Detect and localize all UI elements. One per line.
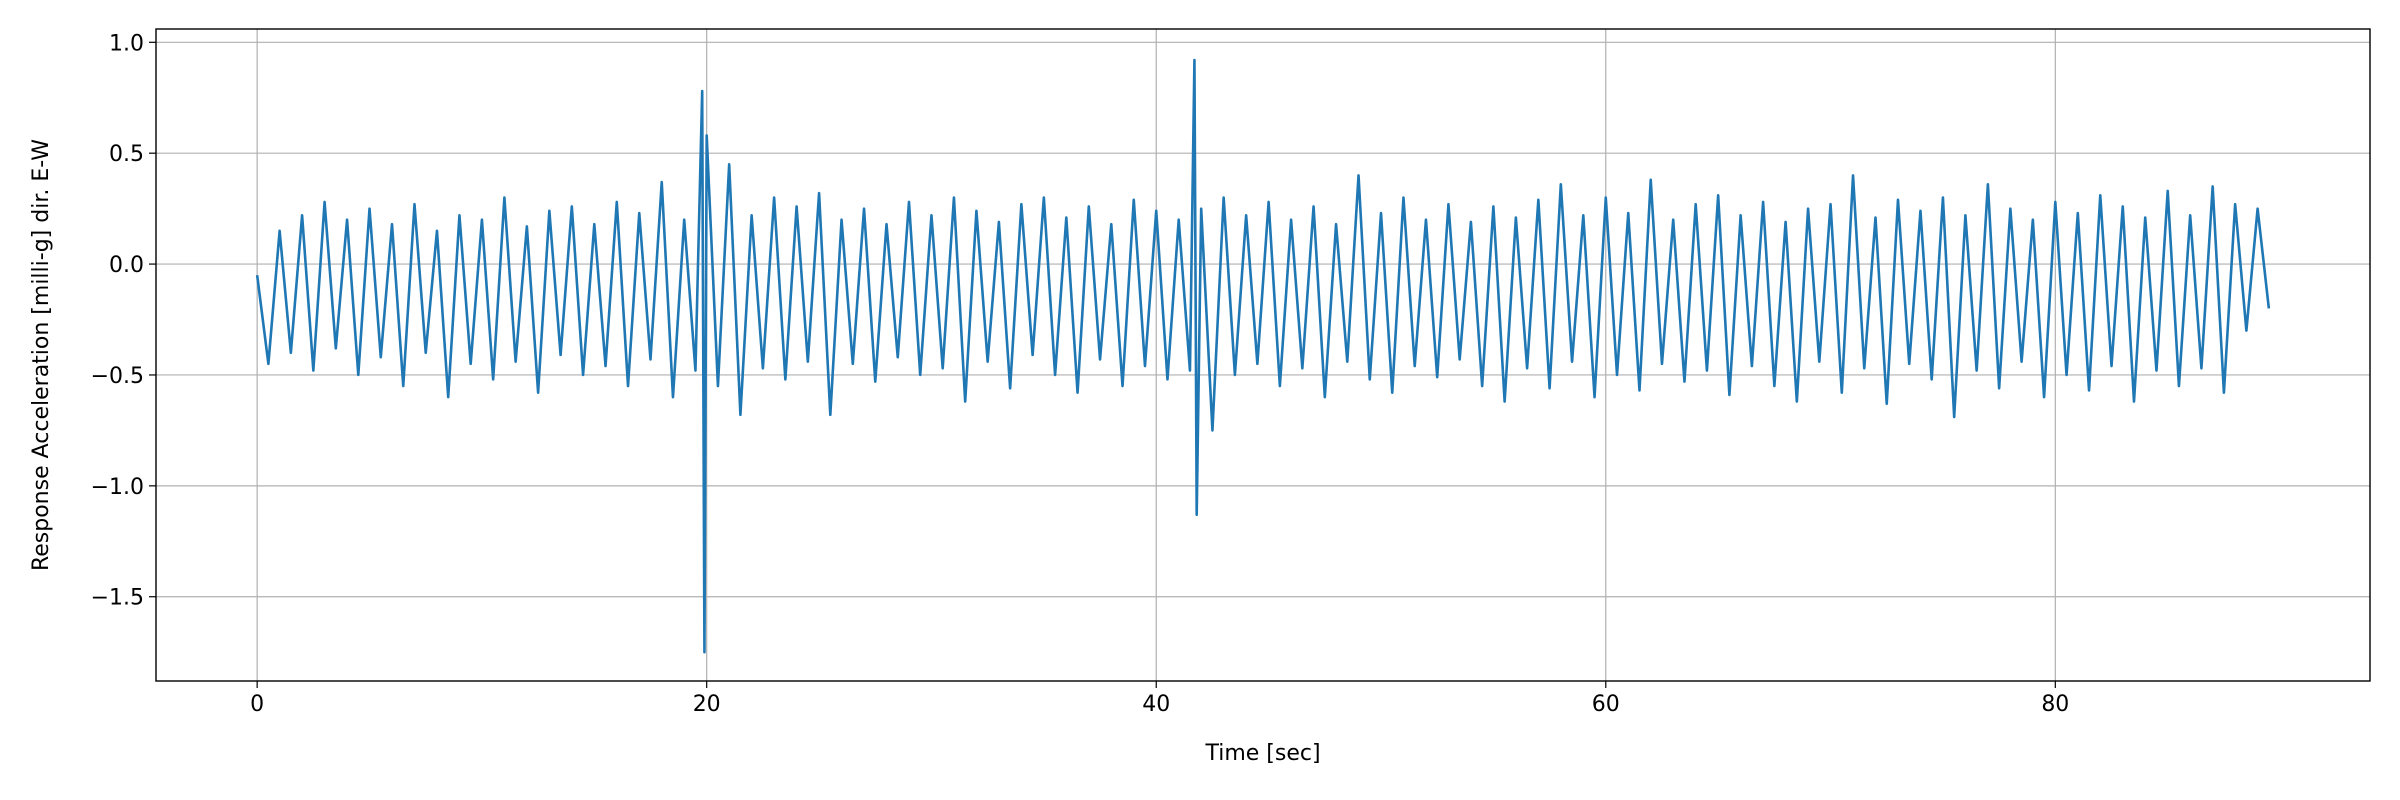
x-axis-label: Time [sec] xyxy=(1204,741,1320,766)
y-tick-label: 0.5 xyxy=(109,142,144,167)
y-tick-label: −1.5 xyxy=(91,586,144,611)
y-tick-label: 1.0 xyxy=(109,31,144,56)
y-tick-label: −0.5 xyxy=(91,364,144,389)
x-tick-label: 60 xyxy=(1592,692,1620,717)
y-tick-label: 0.0 xyxy=(109,253,144,278)
x-tick-label: 40 xyxy=(1142,692,1170,717)
x-tick-label: 0 xyxy=(250,692,264,717)
signal-line xyxy=(255,58,2271,654)
x-tick-label: 20 xyxy=(693,692,721,717)
x-tick-label: 80 xyxy=(2041,692,2069,717)
y-tick-label: −1.0 xyxy=(91,475,144,500)
y-axis-label: Response Acceleration [milli-g] dir. E-W xyxy=(29,139,54,571)
plot-frame xyxy=(155,28,2371,682)
